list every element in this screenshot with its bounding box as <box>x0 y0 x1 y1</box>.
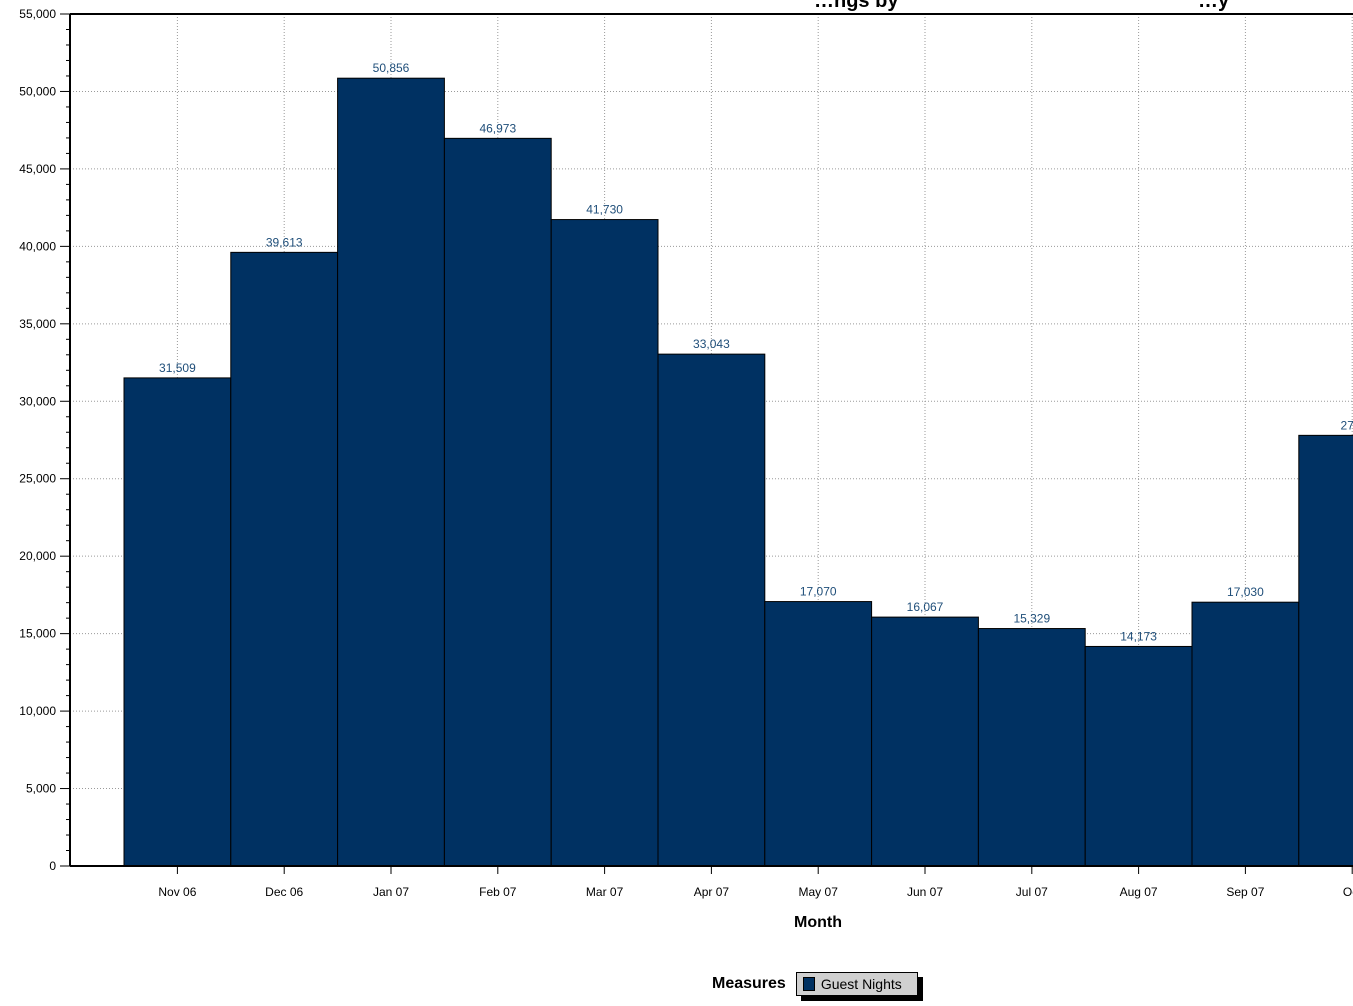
x-tick-label: Mar 07 <box>586 885 624 899</box>
bar[interactable] <box>1298 434 1353 867</box>
y-tick-label: 45,000 <box>19 162 56 176</box>
y-tick-label: 15,000 <box>19 627 56 641</box>
x-axis: Nov 06 Dec 06 Jan 07 Feb 07 Mar 07 Apr 07 May … <box>70 865 1353 899</box>
x-tick-label: May 07 <box>799 885 839 899</box>
y-tick-label: 40,000 <box>19 239 56 253</box>
data-labels: 31,509 39,613 50,856 46,973 41,730 33,043 17,0… <box>159 61 1353 643</box>
bar[interactable] <box>1191 601 1300 867</box>
y-tick-label: 5,000 <box>26 782 56 796</box>
x-tick-label: Aug 07 <box>1120 885 1158 899</box>
bar[interactable] <box>550 219 659 867</box>
data-label: 15,329 <box>1013 612 1050 626</box>
data-label: 16,067 <box>907 600 944 614</box>
x-tick-label: Jul 07 <box>1016 885 1048 899</box>
data-label: 39,613 <box>266 235 303 249</box>
y-axis: 0 5,000 10,000 15,000 20,000 25,000 30,000 35,0… <box>19 7 1353 873</box>
x-tick-label: Apr 07 <box>694 885 730 899</box>
bar[interactable] <box>657 353 766 867</box>
legend: Measures Guest Nights <box>712 972 923 1001</box>
data-label: 27,8 <box>1341 418 1353 432</box>
data-label: 41,730 <box>586 203 623 217</box>
legend-item-label: Guest Nights <box>820 976 902 992</box>
y-tick-label: 20,000 <box>19 549 56 563</box>
data-label: 33,043 <box>693 337 730 351</box>
legend-swatch <box>802 977 815 991</box>
x-tick-label: Nov 06 <box>158 885 196 899</box>
x-axis-title: Month <box>794 914 842 931</box>
data-label: 17,030 <box>1227 585 1264 599</box>
y-tick-label: 35,000 <box>19 317 56 331</box>
bar[interactable] <box>443 137 552 867</box>
y-tick-label: 0 <box>49 859 56 873</box>
bar[interactable] <box>977 628 1086 867</box>
x-tick-label: Jan 07 <box>373 885 409 899</box>
chart-title: …ngs by <box>814 0 899 12</box>
chart-title-right: …y <box>1198 0 1230 12</box>
y-tick-label: 50,000 <box>19 84 56 98</box>
bar[interactable] <box>871 616 979 867</box>
data-label: 46,973 <box>479 121 516 135</box>
bar[interactable] <box>123 377 232 867</box>
legend-box: Guest Nights <box>795 972 923 1001</box>
bars <box>123 77 1353 867</box>
data-label: 14,173 <box>1120 629 1157 643</box>
legend-item-guest-nights[interactable]: Guest Nights <box>795 972 918 996</box>
x-tick-label: Jun 07 <box>907 885 943 899</box>
y-tick-label: 30,000 <box>19 394 56 408</box>
x-tick-label: Dec 06 <box>265 885 303 899</box>
y-tick-label: 55,000 <box>19 7 56 21</box>
bar[interactable] <box>337 77 445 867</box>
x-tick-label: Sep 07 <box>1226 885 1264 899</box>
legend-title: Measures <box>712 975 786 992</box>
data-label: 50,856 <box>373 61 410 75</box>
data-label: 17,070 <box>800 585 837 599</box>
y-tick-label: 25,000 <box>19 472 56 486</box>
bar[interactable] <box>764 601 873 867</box>
bar[interactable] <box>230 251 339 867</box>
x-tick-label: Oct <box>1343 885 1353 899</box>
data-label: 31,509 <box>159 361 196 375</box>
y-tick-label: 10,000 <box>19 704 56 718</box>
bar[interactable] <box>1084 645 1193 867</box>
x-tick-label: Feb 07 <box>479 885 517 899</box>
